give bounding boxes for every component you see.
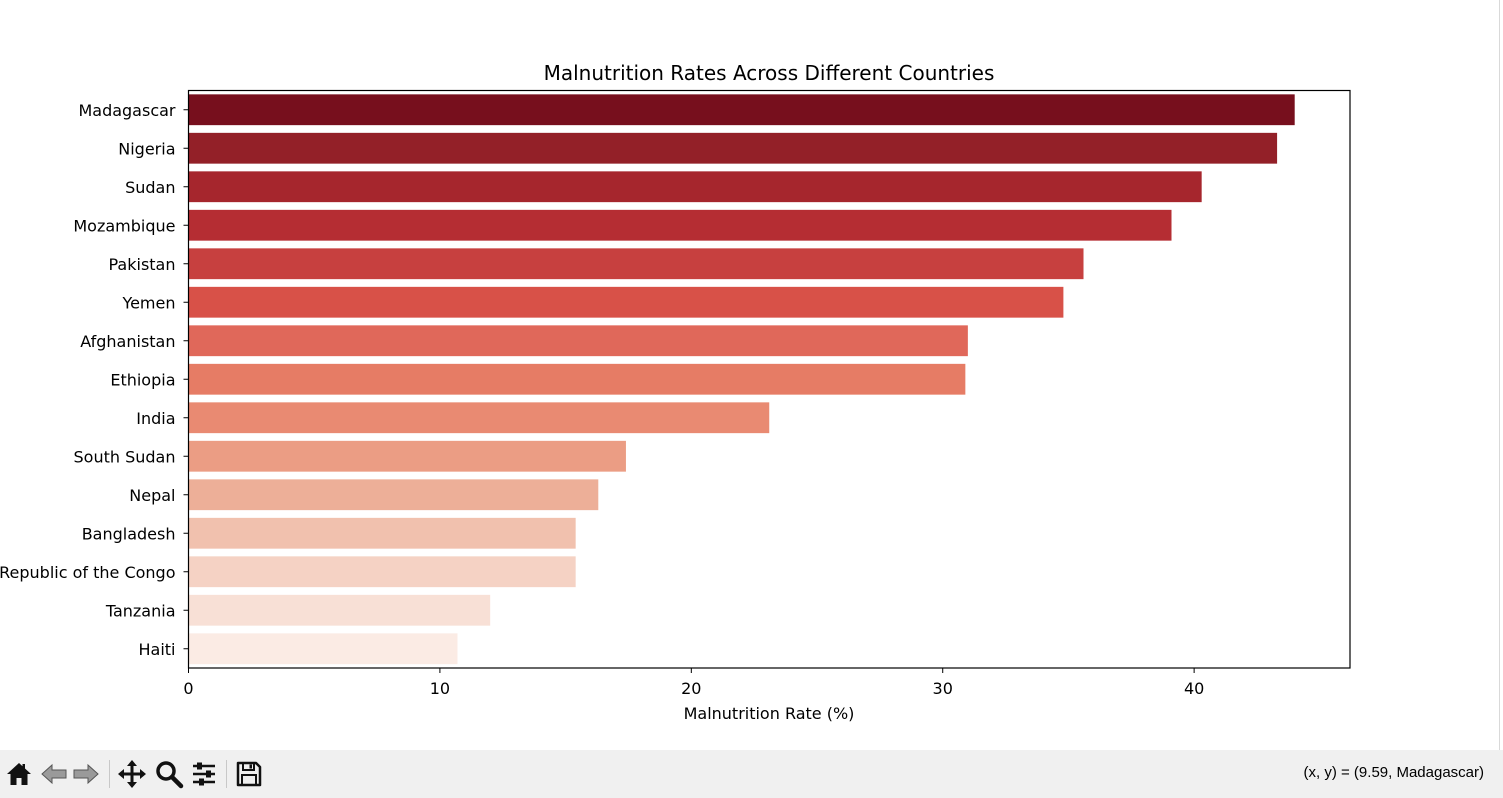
window-edge (1499, 0, 1503, 750)
y-tick-label: Tanzania (105, 601, 176, 620)
bar (188, 633, 458, 665)
forward-arrow-icon (73, 763, 99, 785)
bar (188, 363, 966, 395)
bar (188, 440, 626, 472)
bar (188, 556, 576, 588)
zoom-button[interactable] (154, 759, 184, 789)
y-tick-label: Madagascar (78, 101, 175, 120)
y-tick-label: Bangladesh (82, 524, 176, 543)
y-tick-label: South Sudan (74, 447, 176, 466)
bar (188, 171, 1202, 203)
bar (188, 132, 1278, 164)
save-button[interactable] (234, 759, 264, 789)
pan-button[interactable] (117, 759, 147, 789)
magnifier-icon (156, 761, 184, 789)
y-tick-label: Haiti (139, 640, 176, 659)
toolbar-separator (226, 760, 227, 788)
home-icon (7, 763, 31, 785)
y-axis: Madagascar Nigeria Sudan Mozambique Pakistan… (0, 101, 189, 659)
x-axis: 0 10 20 30 40 (183, 668, 1204, 698)
y-tick-label: Yemen (121, 293, 175, 312)
cursor-coordinate-readout: (x, y) = (9.59, Madagascar) (1303, 764, 1484, 781)
bar (188, 479, 599, 511)
back-arrow-icon (41, 763, 67, 785)
forward-button[interactable] (71, 759, 101, 789)
y-tick-label: India (136, 409, 175, 428)
x-tick-label: 40 (1184, 679, 1204, 698)
home-button[interactable] (4, 759, 34, 789)
x-tick-label: 0 (183, 679, 193, 698)
configure-subplots-button[interactable] (189, 759, 219, 789)
chart-title: Malnutrition Rates Across Different Coun… (544, 61, 995, 85)
sliders-icon (193, 762, 215, 786)
navigation-toolbar: (x, y) = (9.59, Madagascar) (0, 750, 1503, 798)
bar (188, 286, 1064, 318)
floppy-disk-icon (236, 761, 262, 787)
bar (188, 209, 1172, 241)
plot-canvas[interactable]: Madagascar Nigeria Sudan Mozambique Pakistan… (0, 0, 1503, 750)
y-tick-label: Sudan (125, 178, 175, 197)
bars-layer (188, 94, 1295, 665)
bar (188, 94, 1295, 126)
x-tick-label: 30 (933, 679, 953, 698)
bar (188, 402, 770, 434)
back-button[interactable] (39, 759, 69, 789)
y-tick-label: Democratic Republic of the Congo (0, 563, 176, 582)
x-tick-label: 10 (430, 679, 450, 698)
y-tick-label: Afghanistan (80, 332, 175, 351)
bar-chart: Madagascar Nigeria Sudan Mozambique Pakistan… (0, 61, 1351, 723)
bar (188, 248, 1084, 280)
bar (188, 517, 576, 549)
y-tick-label: Mozambique (73, 216, 175, 235)
y-tick-label: Nigeria (118, 139, 175, 158)
x-axis-label: Malnutrition Rate (%) (684, 704, 855, 723)
bar (188, 325, 968, 357)
y-tick-label: Pakistan (109, 255, 176, 274)
y-tick-label: Ethiopia (110, 370, 175, 389)
move-icon (118, 760, 146, 788)
x-tick-label: 20 (681, 679, 701, 698)
toolbar-separator (109, 760, 110, 788)
bar (188, 594, 491, 626)
y-tick-label: Nepal (129, 486, 175, 505)
